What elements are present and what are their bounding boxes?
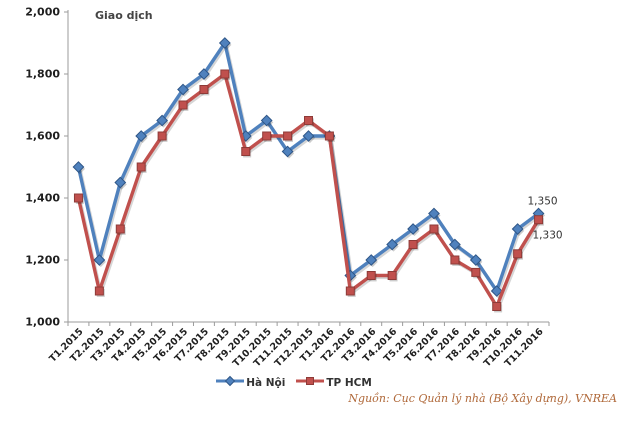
diamond-marker <box>218 37 231 49</box>
square-marker <box>241 147 251 156</box>
series-tp-hcm <box>73 69 544 313</box>
square-marker <box>220 69 230 79</box>
legend-item-hcm: TP HCM <box>295 375 372 390</box>
diamond-marker <box>281 145 294 158</box>
square-marker <box>199 85 209 94</box>
diamond-marker <box>302 130 315 142</box>
diamond-marker <box>386 238 399 251</box>
diamond-marker <box>177 83 189 96</box>
square-marker <box>324 131 334 141</box>
diamond-marker <box>448 238 461 251</box>
diamond-marker <box>72 161 85 173</box>
diamond-marker <box>260 114 273 127</box>
diamond-marker <box>114 176 127 189</box>
series-ha-noi <box>72 37 546 299</box>
square-marker <box>513 249 523 259</box>
square-marker <box>345 286 355 296</box>
value-label: 1,330 <box>533 230 563 242</box>
y-axis-tick-label: 1,800 <box>25 68 60 81</box>
y-axis-tick-label: 1,000 <box>25 316 60 329</box>
square-marker <box>157 131 167 141</box>
source-note: Nguồn: Cục Quản lý nhà (Bộ Xây dựng), VN… <box>348 392 617 405</box>
diamond-marker <box>407 223 419 235</box>
square-marker <box>262 131 272 141</box>
axes: 1,0001,2001,4001,6001,8002,000T1.2015T2.… <box>25 6 550 369</box>
square-marker <box>115 224 125 234</box>
legend-label-hanoi: Hà Nội <box>246 376 286 389</box>
square-marker <box>471 267 481 277</box>
diamond-marker <box>511 223 524 235</box>
square-marker <box>283 131 293 141</box>
square-marker <box>408 240 418 249</box>
diamond-marker <box>490 285 503 297</box>
value-label: 1,350 <box>528 196 558 208</box>
square-marker <box>94 286 104 296</box>
square-marker <box>450 255 460 265</box>
hcm-series-swatch-icon <box>295 375 325 390</box>
diamond-marker <box>93 254 106 266</box>
square-marker <box>304 116 313 125</box>
diamond-marker <box>365 254 378 266</box>
square-marker <box>73 193 83 203</box>
diamond-marker <box>198 68 210 80</box>
y-axis-tick-label: 1,400 <box>25 192 60 205</box>
diamond-marker <box>469 254 482 266</box>
square-marker <box>492 302 502 311</box>
series-line-shadow <box>78 74 542 311</box>
legend-label-hcm: TP HCM <box>326 376 372 389</box>
y-axis-tick-label: 1,600 <box>25 130 60 143</box>
square-marker <box>366 271 376 280</box>
square-marker <box>387 271 397 280</box>
legend: Hà Nội TP HCM <box>0 375 587 390</box>
diamond-marker <box>135 130 148 142</box>
diamond-marker <box>428 207 440 220</box>
series-line <box>76 41 540 293</box>
square-marker <box>429 224 439 234</box>
diamond-marker <box>156 114 169 127</box>
hanoi-series-swatch-icon <box>215 375 245 390</box>
square-marker <box>136 162 146 172</box>
chart-title: Giao dịch <box>95 9 153 22</box>
legend-item-hanoi: Hà Nội <box>215 375 285 390</box>
annotations: 1,350 1,330 <box>528 196 563 242</box>
y-axis-tick-label: 1,200 <box>25 254 60 267</box>
square-marker <box>178 100 188 110</box>
y-axis-tick-label: 2,000 <box>25 6 60 19</box>
square-marker <box>534 215 544 225</box>
